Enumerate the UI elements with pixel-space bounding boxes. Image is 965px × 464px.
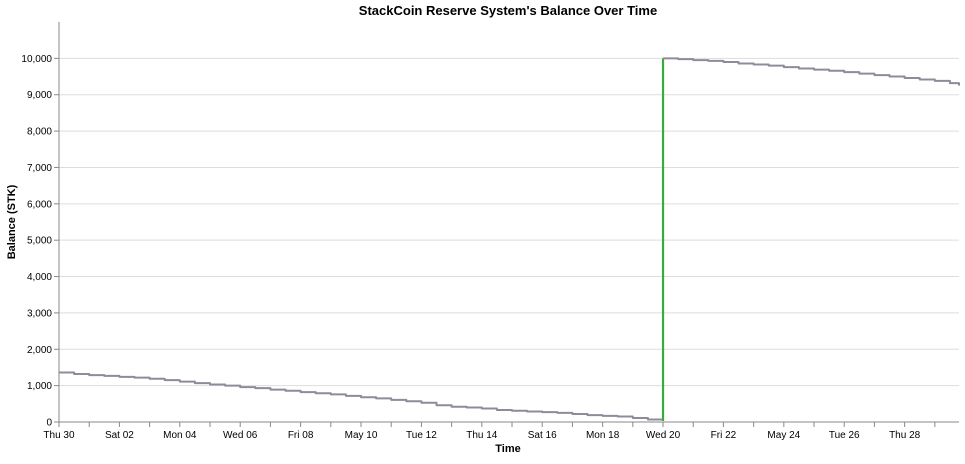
- y-tick-label: 7,000: [27, 163, 52, 174]
- x-tick-label: Thu 30: [43, 430, 75, 441]
- chart-title: StackCoin Reserve System's Balance Over …: [359, 3, 657, 18]
- y-tick-label: 0: [46, 418, 52, 429]
- y-tick-label: 8,000: [27, 127, 52, 138]
- y-tick-label: 2,000: [27, 345, 52, 356]
- x-tick-label: Sat 16: [528, 430, 557, 441]
- y-tick-label: 1,000: [27, 381, 52, 392]
- x-tick-label: Tue 12: [406, 430, 437, 441]
- y-tick-label: 3,000: [27, 308, 52, 319]
- y-tick-label: 10,000: [21, 54, 52, 65]
- x-tick-label: Tue 26: [829, 430, 860, 441]
- gridlines: [59, 57, 959, 387]
- balance-series-line: [59, 371, 665, 421]
- x-tick-label: Fri 22: [711, 430, 737, 441]
- y-tick-label: 4,000: [27, 272, 52, 283]
- x-tick-label: Thu 14: [466, 430, 498, 441]
- balance-series-line: [663, 57, 960, 86]
- y-axis-title: Balance (STK): [6, 184, 18, 259]
- x-tick-label: Sat 02: [105, 430, 134, 441]
- x-tick-label: Mon 04: [163, 430, 197, 441]
- x-tick-label: May 10: [345, 430, 378, 441]
- axes: 0 1,000 2,000 3,000 4,000 5,000 6,000 7,000 8,00…: [21, 22, 959, 441]
- x-tick-label: Thu 28: [889, 430, 921, 441]
- x-tick-label: May 24: [767, 430, 800, 441]
- x-tick-label: Wed 20: [646, 430, 681, 441]
- x-tick-label: Wed 06: [223, 430, 258, 441]
- y-tick-label: 5,000: [27, 236, 52, 247]
- x-tick-label: Mon 18: [586, 430, 620, 441]
- y-tick-label: 6,000: [27, 199, 52, 210]
- x-tick-label: Fri 08: [288, 430, 314, 441]
- y-tick-label: 9,000: [27, 90, 52, 101]
- series-lines: [59, 57, 960, 421]
- x-axis-title: Time: [495, 443, 520, 455]
